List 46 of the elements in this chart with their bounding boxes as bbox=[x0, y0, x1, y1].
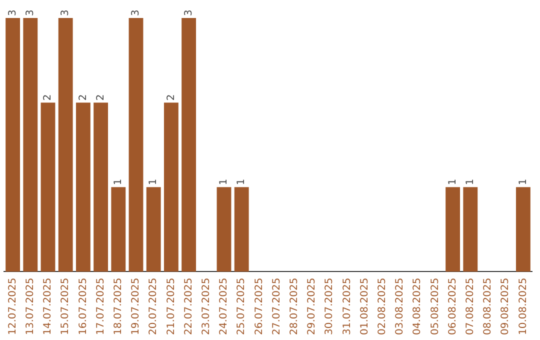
x-tick-label: 12.07.2025 bbox=[7, 278, 18, 336]
x-tick-label: 24.07.2025 bbox=[218, 278, 230, 336]
data-label: 3 bbox=[183, 10, 194, 16]
x-tick-label: 16.07.2025 bbox=[78, 278, 89, 336]
x-tick-label: 14.07.2025 bbox=[42, 278, 54, 336]
x-tick-label: 13.07.2025 bbox=[24, 278, 36, 336]
data-label: 1 bbox=[518, 178, 529, 186]
data-label: 3 bbox=[7, 10, 18, 16]
x-tick-label: 01.08.2025 bbox=[359, 278, 370, 336]
data-label: 1 bbox=[236, 178, 248, 186]
x-tick-label: 08.08.2025 bbox=[482, 278, 494, 336]
data-label: 3 bbox=[60, 10, 72, 16]
x-tick-label: 17.07.2025 bbox=[95, 278, 106, 336]
data-label: 3 bbox=[130, 10, 142, 16]
data-label: 1 bbox=[218, 178, 230, 186]
x-tick-label: 27.07.2025 bbox=[271, 278, 282, 336]
x-tick-label: 25.07.2025 bbox=[236, 278, 248, 336]
x-tick-label: 29.07.2025 bbox=[306, 278, 318, 336]
x-tick-label: 07.08.2025 bbox=[464, 278, 476, 336]
data-label: 2 bbox=[95, 94, 106, 101]
x-tick-label: 28.07.2025 bbox=[288, 278, 300, 336]
data-label: 1 bbox=[112, 178, 124, 186]
data-label: 3 bbox=[24, 10, 36, 16]
x-tick-label: 31.07.2025 bbox=[342, 278, 353, 336]
data-label: 1 bbox=[447, 178, 458, 186]
x-tick-label: 18.07.2025 bbox=[112, 278, 124, 336]
x-tick-label: 23.07.2025 bbox=[200, 278, 212, 336]
x-tick-label: 04.08.2025 bbox=[412, 278, 424, 336]
data-label: 2 bbox=[78, 94, 89, 101]
x-tick-label: 09.08.2025 bbox=[500, 278, 512, 336]
data-label: 2 bbox=[166, 94, 177, 101]
x-tick-label: 03.08.2025 bbox=[394, 278, 406, 336]
data-label: 1 bbox=[464, 178, 476, 186]
x-tick-label: 10.08.2025 bbox=[518, 278, 529, 336]
data-label: 1 bbox=[148, 178, 160, 186]
x-tick-label: 06.08.2025 bbox=[447, 278, 458, 336]
x-tick-label: 19.07.2025 bbox=[130, 278, 142, 336]
x-tick-label: 02.08.2025 bbox=[376, 278, 388, 336]
data-label: 2 bbox=[42, 94, 54, 101]
x-tick-label: 20.07.2025 bbox=[148, 278, 160, 336]
x-tick-label: 15.07.2025 bbox=[60, 278, 72, 336]
x-tick-label: 30.07.2025 bbox=[324, 278, 336, 336]
x-tick-label: 21.07.2025 bbox=[166, 278, 177, 336]
x-tick-label: 22.07.2025 bbox=[183, 278, 194, 336]
x-tick-label: 05.08.2025 bbox=[430, 278, 441, 336]
x-tick-label: 26.07.2025 bbox=[254, 278, 265, 336]
